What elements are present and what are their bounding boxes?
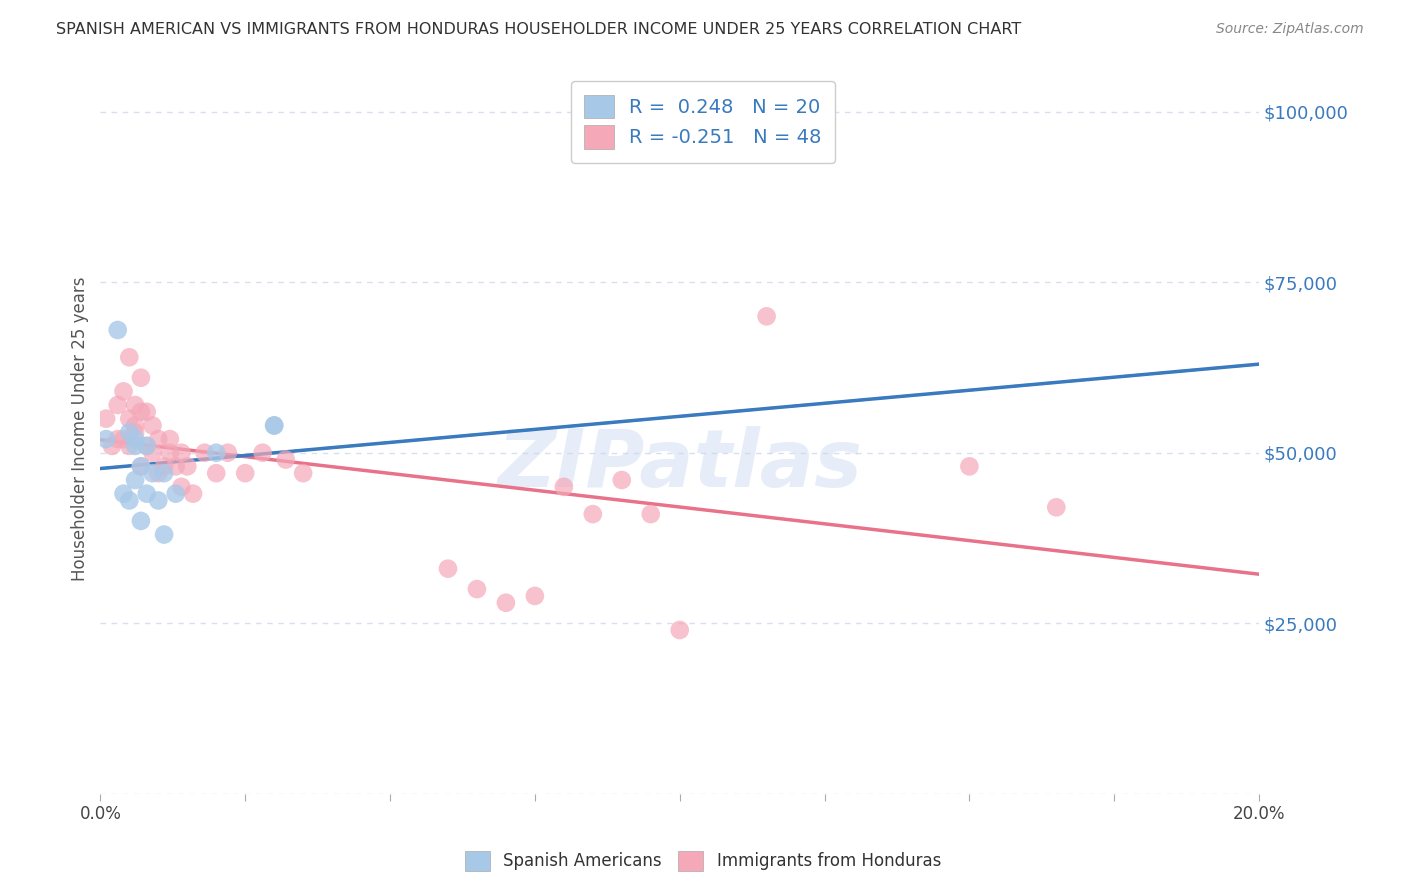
Text: ZIPatlas: ZIPatlas xyxy=(498,426,862,504)
Point xyxy=(292,466,315,480)
Point xyxy=(233,466,256,480)
Point xyxy=(148,493,170,508)
Point xyxy=(194,446,217,460)
Point xyxy=(129,459,152,474)
Point xyxy=(101,439,124,453)
Text: SPANISH AMERICAN VS IMMIGRANTS FROM HONDURAS HOUSEHOLDER INCOME UNDER 25 YEARS C: SPANISH AMERICAN VS IMMIGRANTS FROM HOND… xyxy=(56,22,1022,37)
Point xyxy=(582,507,605,521)
Point xyxy=(153,466,176,480)
Point xyxy=(153,527,176,541)
Point xyxy=(118,425,141,440)
Point xyxy=(165,486,187,500)
Point xyxy=(205,446,228,460)
Legend: Spanish Americans, Immigrants from Honduras: Spanish Americans, Immigrants from Hondu… xyxy=(457,842,949,880)
Point xyxy=(118,439,141,453)
Point xyxy=(170,446,193,460)
Point xyxy=(252,446,274,460)
Point xyxy=(135,439,157,453)
Point xyxy=(957,459,980,474)
Point xyxy=(755,310,778,324)
Point xyxy=(124,432,146,446)
Point xyxy=(181,486,204,500)
Point xyxy=(112,432,135,446)
Point xyxy=(135,486,157,500)
Point xyxy=(159,432,181,446)
Point xyxy=(465,582,488,596)
Point xyxy=(124,425,146,440)
Point xyxy=(176,459,198,474)
Point xyxy=(135,439,157,453)
Point xyxy=(217,446,239,460)
Point xyxy=(553,480,575,494)
Point xyxy=(107,432,129,446)
Point xyxy=(129,370,152,384)
Point xyxy=(274,452,297,467)
Point xyxy=(107,323,129,337)
Point xyxy=(107,398,129,412)
Point xyxy=(141,446,163,460)
Point xyxy=(124,473,146,487)
Point xyxy=(94,411,117,425)
Point xyxy=(124,398,146,412)
Point xyxy=(118,351,141,365)
Point xyxy=(170,480,193,494)
Point xyxy=(112,486,135,500)
Point xyxy=(135,405,157,419)
Point xyxy=(668,623,690,637)
Point xyxy=(94,432,117,446)
Point xyxy=(263,418,285,433)
Text: Source: ZipAtlas.com: Source: ZipAtlas.com xyxy=(1216,22,1364,37)
Point xyxy=(129,514,152,528)
Point xyxy=(610,473,633,487)
Point xyxy=(495,596,517,610)
Point xyxy=(124,418,146,433)
Point xyxy=(153,459,176,474)
Legend: R =  0.248   N = 20, R = -0.251   N = 48: R = 0.248 N = 20, R = -0.251 N = 48 xyxy=(571,81,835,162)
Point xyxy=(124,439,146,453)
Point xyxy=(141,466,163,480)
Point xyxy=(263,418,285,433)
Point xyxy=(165,459,187,474)
Point xyxy=(118,411,141,425)
Y-axis label: Householder Income Under 25 years: Householder Income Under 25 years xyxy=(72,277,89,581)
Point xyxy=(112,384,135,399)
Point xyxy=(129,405,152,419)
Point xyxy=(129,459,152,474)
Point xyxy=(205,466,228,480)
Point xyxy=(159,446,181,460)
Point xyxy=(141,418,163,433)
Point xyxy=(1045,500,1067,515)
Point xyxy=(437,562,460,576)
Point xyxy=(523,589,546,603)
Point xyxy=(118,493,141,508)
Point xyxy=(148,466,170,480)
Point xyxy=(148,432,170,446)
Point xyxy=(640,507,662,521)
